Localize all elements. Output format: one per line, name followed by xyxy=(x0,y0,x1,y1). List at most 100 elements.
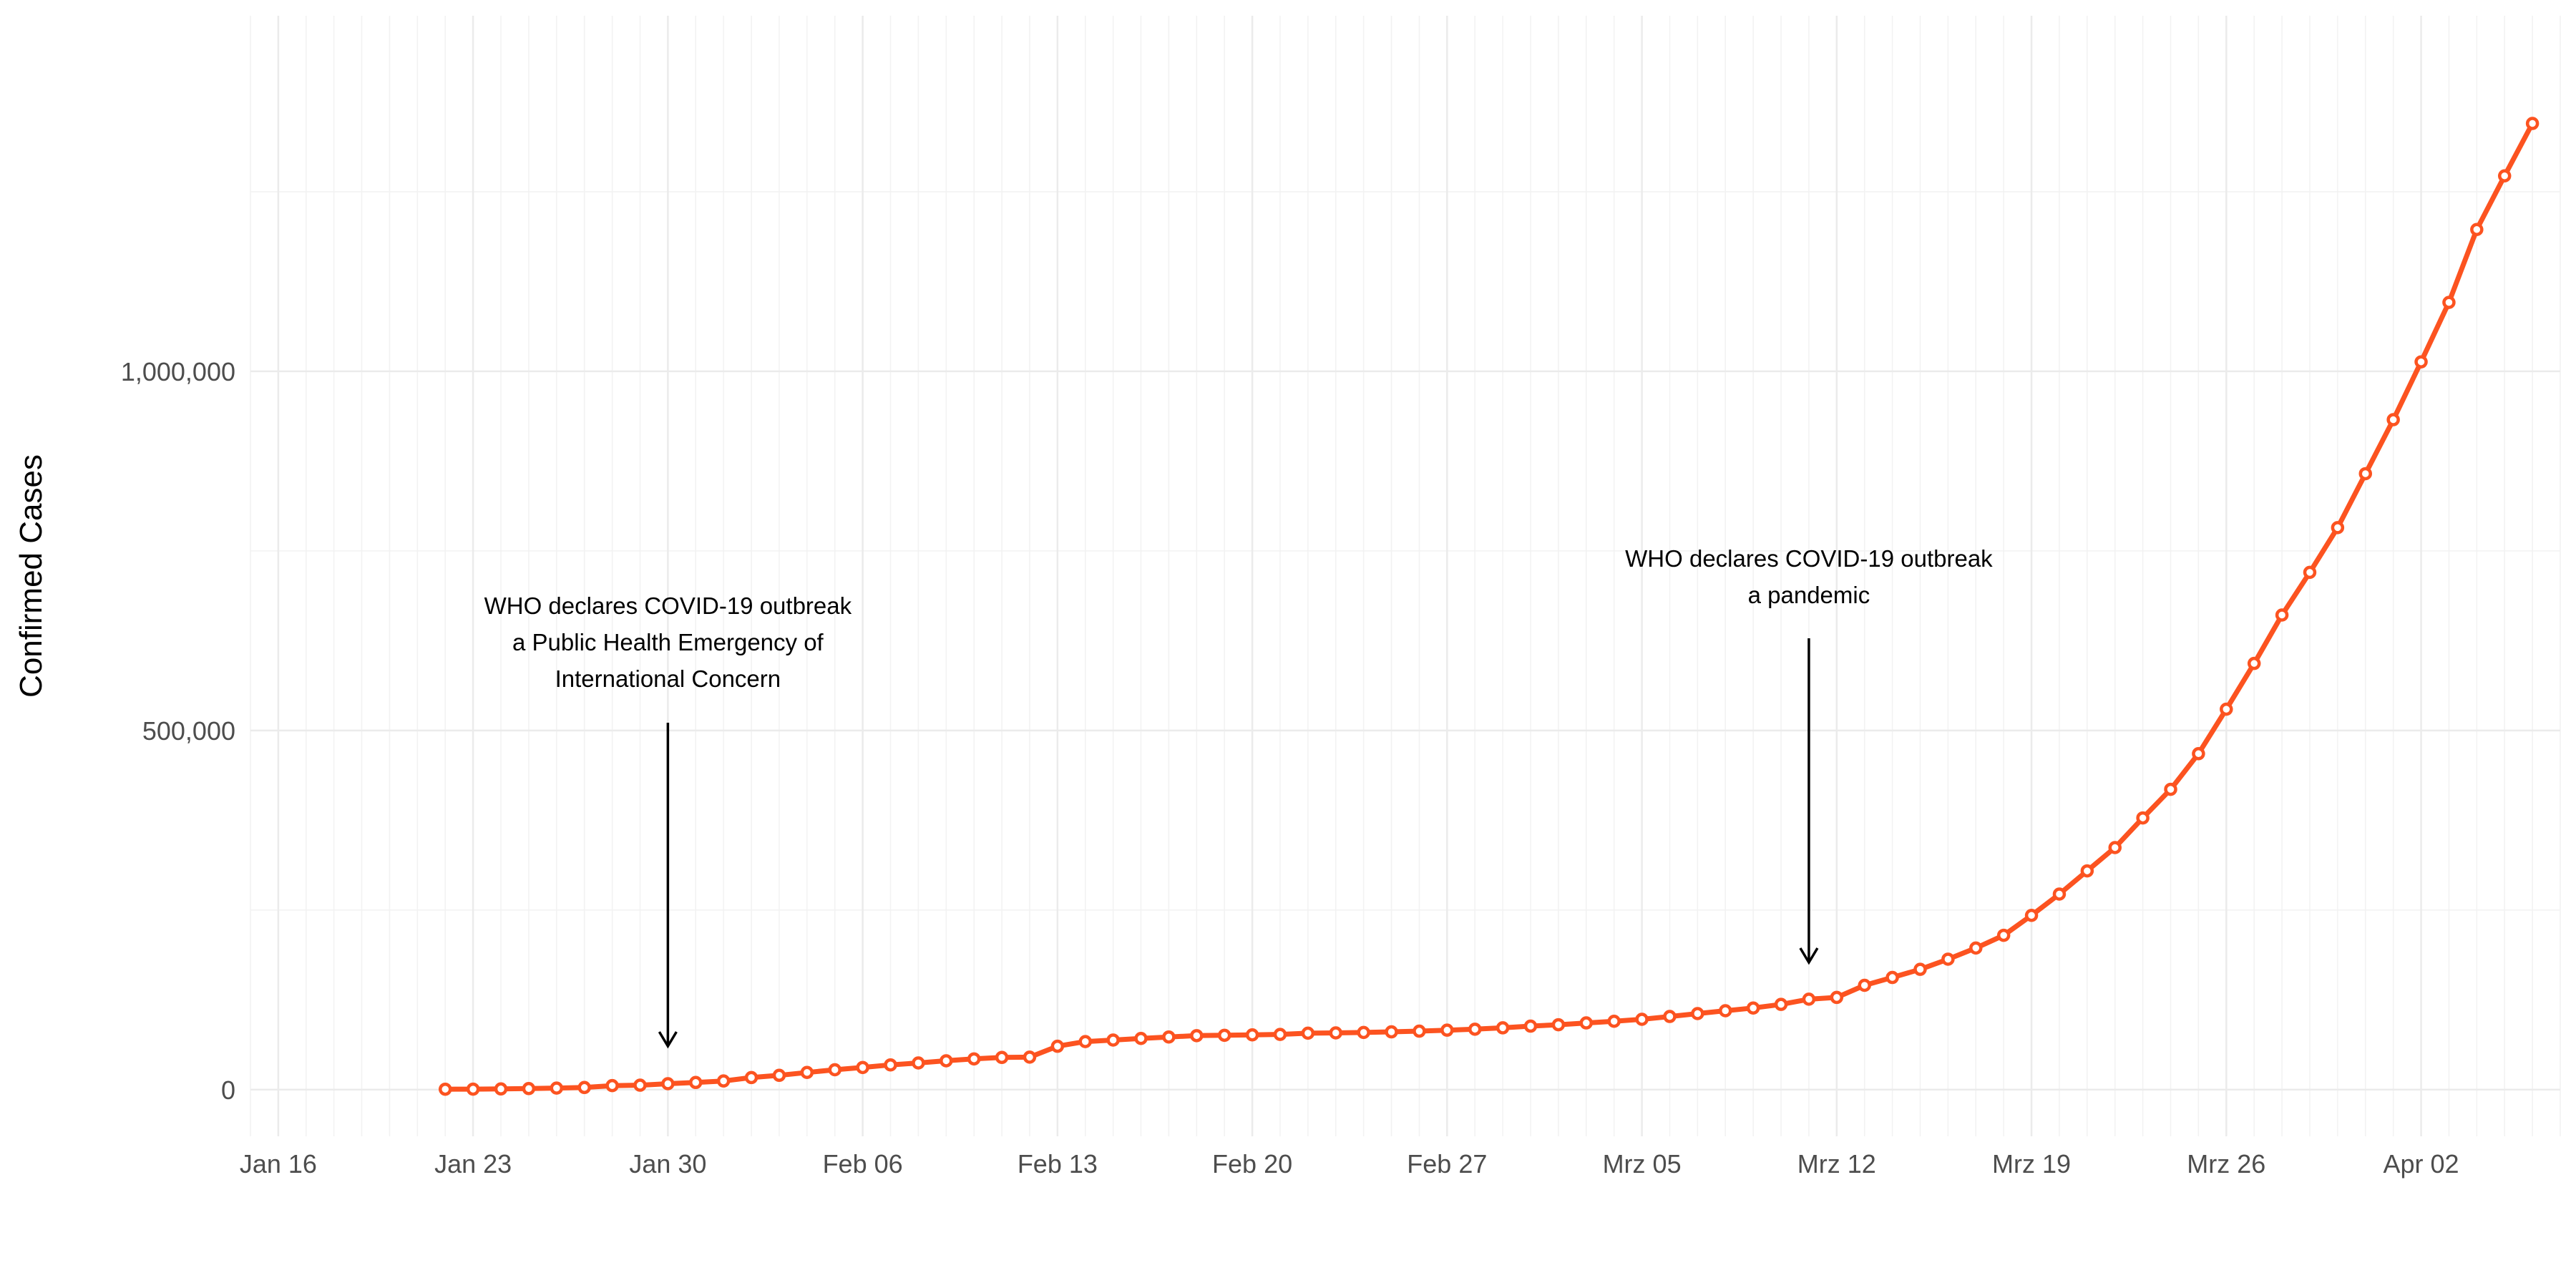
x-tick-label: Jan 23 xyxy=(434,1149,512,1179)
data-point xyxy=(1719,1004,1732,1018)
x-tick-label: Jan 30 xyxy=(629,1149,706,1179)
data-point xyxy=(2024,908,2039,922)
data-point xyxy=(1969,941,1983,955)
data-point xyxy=(1190,1029,1204,1043)
data-point xyxy=(2192,747,2205,761)
data-point xyxy=(1551,1018,1566,1032)
data-point xyxy=(1579,1016,1594,1030)
data-point xyxy=(1607,1015,1621,1028)
data-point xyxy=(1273,1028,1287,1041)
data-point xyxy=(494,1082,508,1096)
data-point xyxy=(912,1056,925,1070)
x-tick-label: Mrz 19 xyxy=(1992,1149,2071,1179)
annotation-text: WHO declares COVID-19 outbreak xyxy=(484,592,852,619)
data-point xyxy=(1245,1028,1259,1042)
data-point xyxy=(438,1082,452,1096)
y-tick-label: 1,000,000 xyxy=(121,357,235,386)
x-tick-label: Feb 27 xyxy=(1407,1149,1487,1179)
data-point xyxy=(1162,1030,1176,1044)
y-tick-label: 500,000 xyxy=(142,716,235,746)
data-point xyxy=(2358,467,2373,481)
x-tick-label: Mrz 05 xyxy=(1603,1149,1682,1179)
x-tick-label: Apr 02 xyxy=(2384,1149,2459,1179)
annotation-arrow-head xyxy=(1799,947,1819,965)
data-point xyxy=(1830,990,1844,1005)
data-point xyxy=(661,1077,675,1091)
data-point xyxy=(744,1070,758,1085)
data-point xyxy=(1774,997,1788,1011)
annotation-text: a pandemic xyxy=(1748,582,1870,608)
data-point xyxy=(1440,1023,1454,1037)
data-point xyxy=(2275,608,2289,622)
data-point xyxy=(2220,702,2233,716)
data-point xyxy=(1357,1025,1370,1040)
data-point xyxy=(940,1054,953,1068)
data-point xyxy=(1885,970,1899,985)
data-point xyxy=(2080,864,2094,878)
chart-grid xyxy=(250,16,2561,1136)
data-point xyxy=(577,1080,591,1095)
data-point xyxy=(995,1050,1009,1065)
annotation-text: a Public Health Emergency of xyxy=(512,629,824,655)
data-point xyxy=(633,1078,647,1092)
data-point xyxy=(716,1074,731,1088)
data-point xyxy=(2164,782,2177,796)
y-axis-title: Confirmed Cases xyxy=(14,454,49,698)
data-point xyxy=(689,1075,703,1090)
data-point xyxy=(1134,1032,1148,1045)
data-point xyxy=(2247,656,2261,670)
y-tick-label: 0 xyxy=(221,1075,235,1105)
annotation-text: International Concern xyxy=(555,665,781,692)
data-point xyxy=(828,1063,841,1077)
x-tick-label: Mrz 12 xyxy=(1797,1149,1876,1179)
data-point xyxy=(1913,962,1927,976)
data-point xyxy=(1106,1033,1120,1047)
data-point xyxy=(800,1065,814,1080)
data-point xyxy=(2386,413,2400,426)
data-point xyxy=(2331,521,2345,535)
data-point xyxy=(550,1081,564,1095)
data-point xyxy=(1858,978,1871,992)
data-point xyxy=(2497,169,2512,182)
data-point xyxy=(522,1082,536,1096)
data-point xyxy=(1385,1025,1398,1039)
data-point xyxy=(1523,1019,1538,1033)
data-point xyxy=(2442,296,2456,309)
chart-annotations: WHO declares COVID-19 outbreak a Public H… xyxy=(484,545,1993,1049)
data-point xyxy=(1663,1010,1677,1023)
chart-tick-labels: Jan 16 Jan 23 Jan 30 Feb 06 Feb 13 Feb 20 Feb … xyxy=(121,357,2459,1179)
annotation-text: WHO declares COVID-19 outbreak xyxy=(1625,545,1993,572)
annotation-arrow-head xyxy=(658,1031,678,1049)
x-tick-label: Jan 16 xyxy=(240,1149,317,1179)
data-point xyxy=(2303,565,2317,580)
data-point xyxy=(2414,355,2428,369)
x-tick-label: Feb 13 xyxy=(1018,1149,1098,1179)
data-point xyxy=(2525,117,2540,130)
data-point xyxy=(856,1060,869,1075)
data-point xyxy=(1078,1035,1092,1048)
data-point xyxy=(1413,1024,1426,1038)
data-point xyxy=(1217,1028,1231,1043)
data-point xyxy=(1329,1026,1343,1040)
data-point xyxy=(1635,1013,1649,1026)
data-point xyxy=(772,1068,786,1083)
data-point xyxy=(1050,1039,1065,1053)
data-point xyxy=(1996,928,2011,942)
data-point xyxy=(1746,1001,1760,1015)
series-line xyxy=(442,121,2535,1092)
data-point xyxy=(2470,223,2484,236)
data-point xyxy=(884,1058,897,1072)
data-point xyxy=(2052,887,2067,901)
data-point xyxy=(2136,811,2150,825)
data-point xyxy=(1301,1026,1315,1040)
chart-series xyxy=(438,117,2540,1096)
data-point xyxy=(1023,1050,1037,1064)
x-tick-label: Feb 20 xyxy=(1212,1149,1292,1179)
data-point xyxy=(466,1082,480,1096)
data-point xyxy=(1802,992,1816,1006)
data-point xyxy=(1691,1007,1704,1020)
x-tick-label: Feb 06 xyxy=(823,1149,903,1179)
data-point xyxy=(605,1078,619,1093)
data-point xyxy=(1496,1021,1510,1035)
